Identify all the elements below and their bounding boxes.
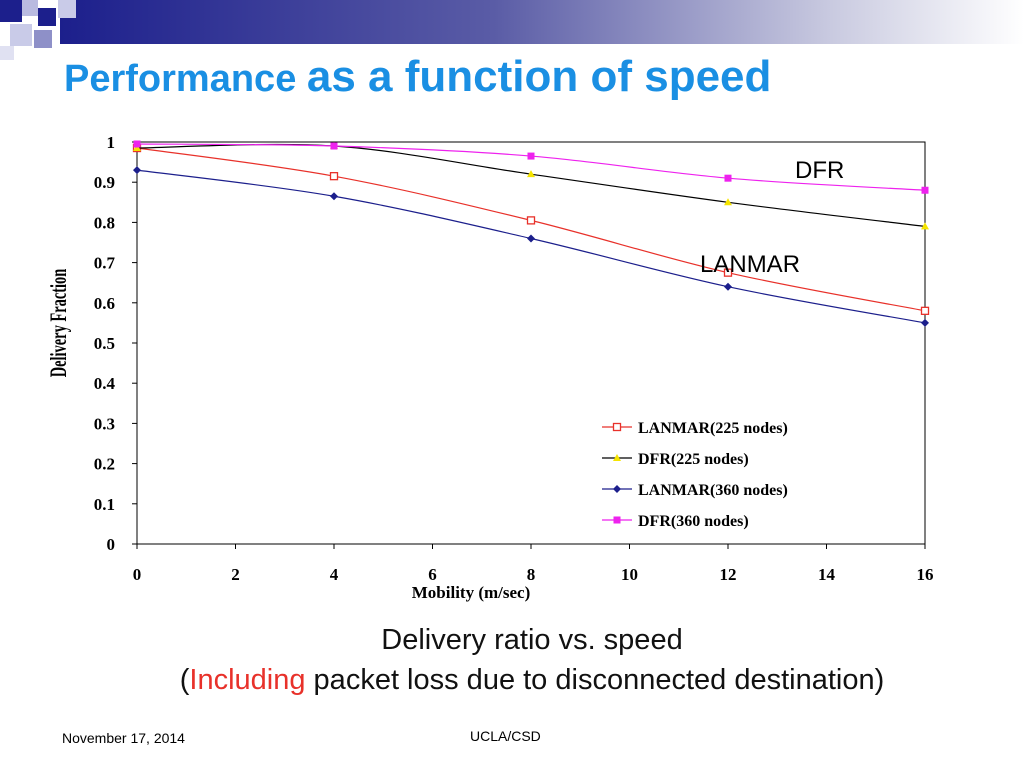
caption-line1: Delivery ratio vs. speed (381, 624, 683, 656)
data-point-series-3 (330, 192, 338, 201)
y-tick-label: 0.4 (94, 374, 116, 393)
y-tick-label: 0.7 (94, 254, 116, 273)
legend-label: DFR(225 nodes) (638, 451, 749, 468)
y-tick-label: 0 (107, 535, 116, 554)
caption-rest: packet loss due to disconnected destinat… (305, 664, 885, 696)
x-tick-label: 2 (231, 565, 240, 584)
caption-open-paren: ( (179, 664, 190, 696)
data-point-series-2 (921, 222, 929, 230)
y-tick-label: 0.9 (94, 173, 115, 192)
caption-line2: (Including packet loss due to disconnect… (20, 664, 1024, 697)
x-tick-label: 10 (621, 565, 638, 584)
data-point-series-3 (724, 282, 732, 291)
x-tick-label: 12 (720, 565, 737, 584)
data-point-series-3 (527, 234, 535, 243)
title-bar-gradient (60, 0, 1024, 44)
data-point-series-3 (133, 166, 141, 175)
annotation-dfr: DFR (795, 157, 844, 184)
data-point-series-4 (527, 152, 535, 160)
y-axis-label: Delivery Fraction (47, 268, 72, 377)
data-point-series-2 (724, 198, 732, 206)
y-tick-label: 0.1 (94, 495, 115, 514)
annotation-lanmar: LANMAR (700, 251, 800, 278)
line-chart: 00.10.20.30.40.50.60.70.80.910 2 4 6 8 10 12 14… (47, 133, 934, 602)
data-point-series-3 (921, 318, 929, 327)
data-point-series-1 (526, 216, 536, 225)
y-tick-label: 0.8 (94, 213, 115, 232)
x-tick-label: 0 (133, 565, 142, 584)
legend-marker (613, 516, 621, 524)
data-point-series-2 (527, 170, 535, 178)
legend-marker (613, 485, 621, 493)
data-point-series-4 (330, 142, 338, 150)
x-tick-label: 14 (818, 565, 836, 584)
legend-marker (613, 454, 621, 461)
data-point-series-2 (133, 144, 141, 152)
data-point-series-1 (920, 306, 930, 315)
slide-title: Performance as a function of speed (64, 52, 771, 102)
y-tick-label: 0.3 (94, 414, 115, 433)
footer-date: November 17, 2014 (62, 730, 185, 746)
y-tick-label: 0.5 (94, 334, 115, 353)
data-point-series-4 (724, 174, 732, 182)
x-tick-label: 6 (428, 565, 437, 584)
data-point-series-4 (133, 140, 141, 148)
data-point-series-1 (723, 268, 733, 277)
slide-title-part1: Performance (64, 58, 307, 100)
y-tick-label: 0.6 (94, 294, 115, 313)
y-tick-label: 0.2 (94, 455, 115, 474)
x-tick-label: 4 (330, 565, 339, 584)
legend-label: LANMAR(360 nodes) (638, 482, 788, 499)
plot-area (136, 141, 926, 545)
x-tick-label: 8 (527, 565, 536, 584)
y-tick-label: 1 (107, 133, 116, 152)
legend-label: DFR(360 nodes) (638, 513, 749, 530)
x-axis-label: Mobility (m/sec) (412, 583, 531, 602)
x-tick-label: 16 (917, 565, 934, 584)
legend-label: LANMAR(225 nodes) (638, 420, 788, 437)
slide-title-part2: as a function of speed (306, 52, 772, 101)
footer-center: UCLA/CSD (470, 728, 541, 744)
data-point-series-1 (329, 172, 339, 181)
caption-highlight: Including (189, 664, 306, 696)
legend-marker (612, 422, 622, 432)
data-point-series-4 (921, 186, 929, 194)
